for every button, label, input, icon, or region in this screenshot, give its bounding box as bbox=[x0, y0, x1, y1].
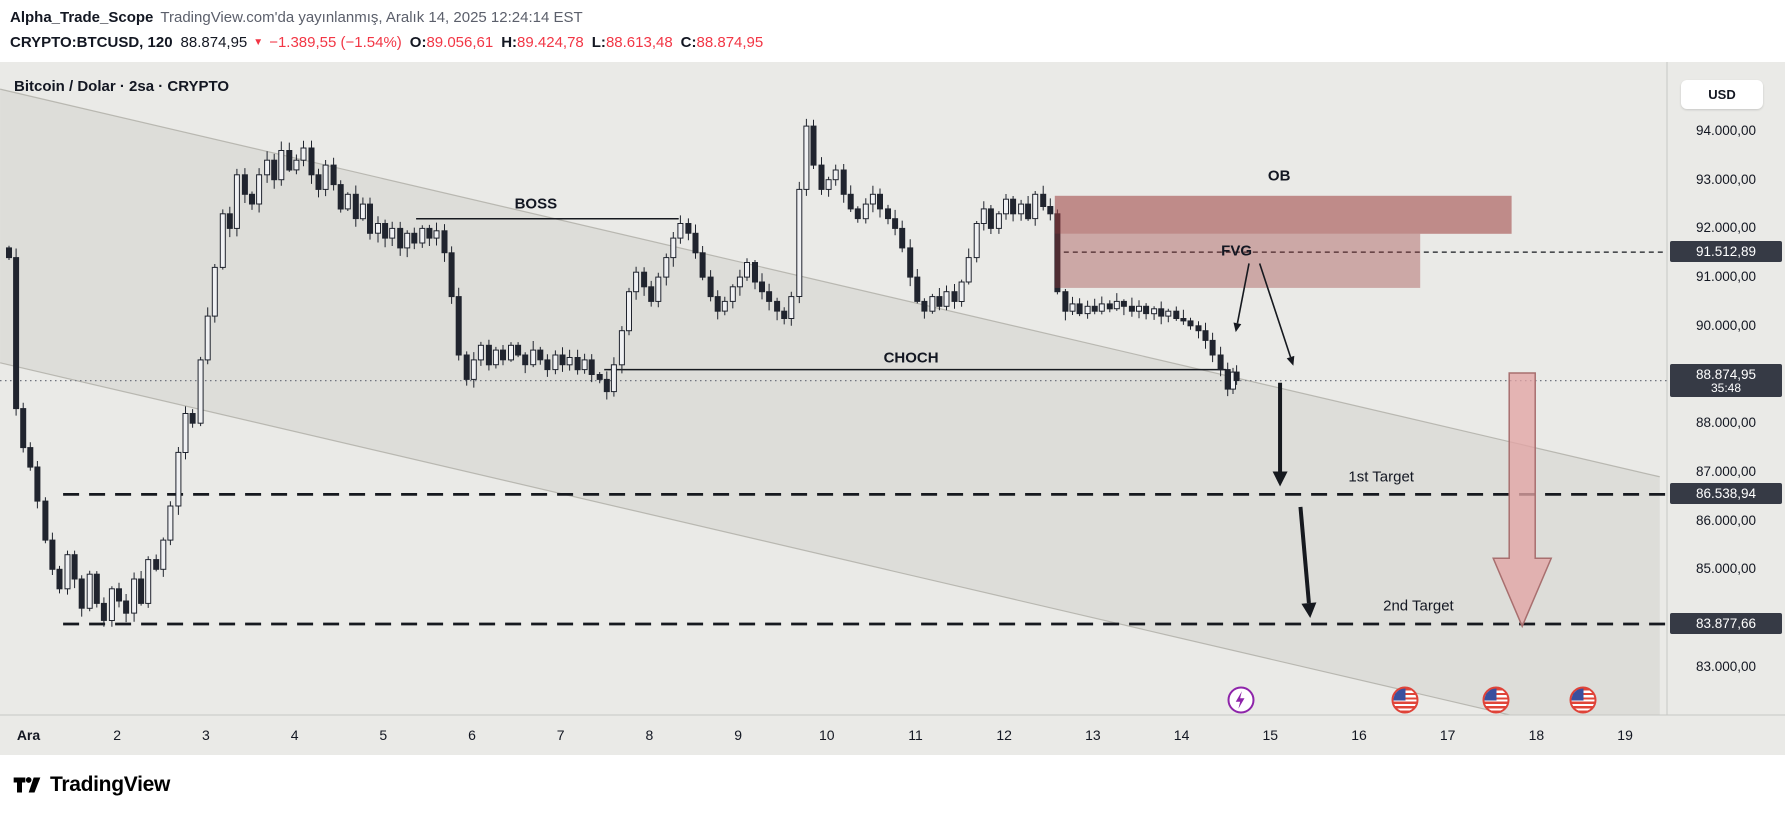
flag-canton bbox=[1393, 688, 1406, 701]
symbol-line: CRYPTO:BTCUSD, 120 88.874,95 ▼ −1.389,55… bbox=[10, 30, 1785, 56]
low-value: L:88.613,48 bbox=[591, 34, 673, 51]
flag-canton bbox=[1484, 688, 1497, 701]
tradingview-brand[interactable]: TradingView bbox=[50, 773, 171, 796]
header-last-price: 88.874,95 bbox=[180, 34, 248, 51]
author-link[interactable]: Alpha_Trade_Scope bbox=[10, 9, 154, 26]
tradingview-logo-icon[interactable] bbox=[12, 772, 42, 798]
high-value: H:89.424,78 bbox=[501, 34, 584, 51]
economic-event-us-flag-icon[interactable] bbox=[1569, 686, 1597, 714]
footer: TradingView bbox=[0, 755, 1785, 815]
chart-legend[interactable]: Bitcoin / Dolar · 2sa · CRYPTO bbox=[14, 78, 230, 95]
publish-line: Alpha_Trade_Scope TradingView.com'da yayı… bbox=[10, 5, 1785, 30]
economic-event-us-flag-icon[interactable] bbox=[1482, 686, 1510, 714]
chart-area[interactable] bbox=[0, 62, 1785, 755]
close-value: C:88.874,95 bbox=[680, 34, 764, 51]
open-value: O:89.056,61 bbox=[409, 34, 494, 51]
symbol-title[interactable]: CRYPTO:BTCUSD, 120 bbox=[10, 34, 173, 51]
down-triangle-icon: ▼ bbox=[253, 37, 264, 48]
header: Alpha_Trade_Scope TradingView.com'da yayı… bbox=[0, 0, 1785, 62]
event-lightning-icon[interactable] bbox=[1227, 686, 1255, 714]
currency-toggle-button[interactable]: USD bbox=[1681, 80, 1763, 109]
price-change: −1.389,55 (−1.54%) bbox=[269, 34, 402, 51]
published-info: TradingView.com'da yayınlanmış, Aralık 1… bbox=[160, 9, 583, 26]
economic-event-us-flag-icon[interactable] bbox=[1391, 686, 1419, 714]
flag-canton bbox=[1571, 688, 1584, 701]
